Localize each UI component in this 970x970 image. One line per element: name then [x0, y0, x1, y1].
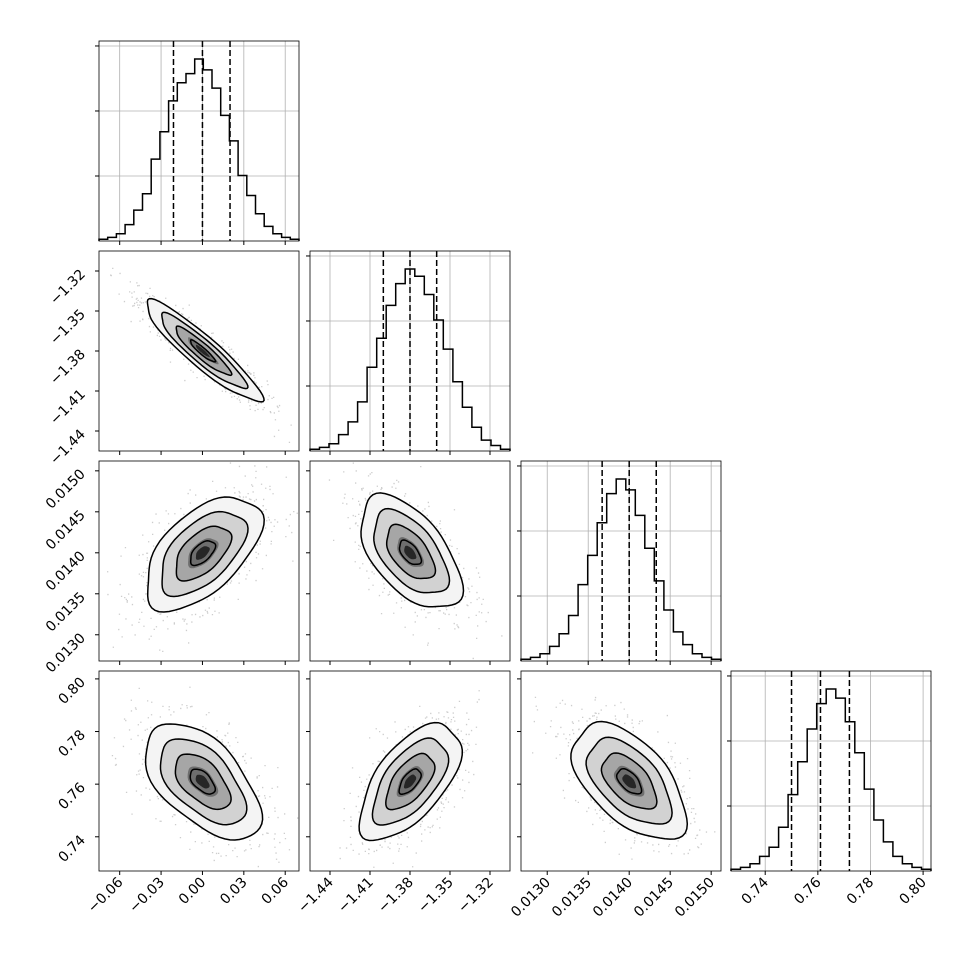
- panel-3-2: [520, 670, 722, 872]
- panel-2-1: [309, 460, 511, 662]
- y-tick-label: 0.80: [55, 674, 88, 707]
- panel-1-0: [98, 250, 300, 452]
- hist-frame-0: [98, 40, 300, 242]
- panel-frame-3-2: [520, 670, 722, 872]
- y-tick-label: 0.78: [55, 727, 88, 760]
- panel-content-1-0: [110, 267, 292, 443]
- x-tick-label: 0.0145: [631, 875, 677, 921]
- histogram-2: [520, 478, 722, 661]
- x-tick-label: −1.44: [295, 874, 337, 916]
- contour-1-0-2: [175, 325, 233, 377]
- x-tick-label: 0.76: [791, 874, 824, 907]
- contour-3-0-1: [159, 738, 248, 826]
- contour-1-0-0: [146, 297, 265, 403]
- histogram-0: [98, 58, 300, 241]
- y-tick-label: 0.0135: [43, 589, 89, 635]
- x-tick-label: 0.0135: [549, 875, 595, 921]
- contour-2-0-0: [146, 496, 265, 613]
- x-tick-label: 0.06: [259, 874, 292, 907]
- contour-2-1-1: [373, 507, 451, 594]
- x-tick-label: 0.0150: [672, 875, 718, 921]
- panel-content-3-0: [111, 686, 299, 868]
- contour-2-0-3: [189, 540, 217, 567]
- y-tick-label: 0.74: [55, 832, 88, 865]
- y-tick-label: −1.32: [47, 267, 89, 309]
- y-tick-label: 0.0130: [43, 630, 89, 676]
- contour-1-0-1: [161, 311, 249, 390]
- y-tick-label: 0.0145: [43, 507, 89, 553]
- hist-frame-3: [730, 670, 932, 872]
- x-tick-label: −0.06: [85, 874, 127, 916]
- x-tick-label: −1.35: [415, 875, 457, 917]
- contour-3-0-0: [144, 723, 264, 841]
- y-tick-label: −1.44: [47, 426, 89, 468]
- histogram-3: [730, 688, 932, 871]
- hist-bg-3: [731, 671, 931, 871]
- y-tick-label: 0.0140: [43, 548, 89, 594]
- contour-3-2-1: [585, 736, 673, 825]
- contour-2-0-1: [161, 510, 249, 598]
- contour-2-1-2: [385, 523, 437, 580]
- panel-content-3-1: [339, 690, 480, 868]
- x-tick-label: 0.78: [844, 875, 877, 908]
- panel-2-0: [98, 460, 300, 662]
- contour-3-1-3: [398, 768, 422, 795]
- density-fill-3-0-4: [195, 774, 210, 789]
- density-fill-1-0-4: [195, 344, 210, 358]
- panel-frame-3-0: [98, 670, 300, 872]
- contour-3-0-3: [189, 768, 217, 795]
- hist-bg-0: [99, 41, 299, 241]
- x-tick-label: 0.03: [217, 875, 250, 908]
- contour-2-1-0: [360, 492, 465, 608]
- contour-3-2-3: [615, 767, 643, 795]
- contour-2-0-2: [175, 525, 233, 582]
- y-tick-label: −1.35: [47, 307, 89, 349]
- y-tick-label: −1.38: [47, 347, 89, 389]
- panel-content-2-0: [107, 462, 298, 652]
- contour-3-1-2: [385, 752, 436, 811]
- y-tick-label: 0.0150: [43, 466, 89, 512]
- hist-frame-2: [520, 460, 722, 662]
- hist-panel-3: [727, 670, 932, 872]
- x-tick-label: 0.0130: [508, 875, 554, 921]
- hist-panel-2: [517, 460, 722, 662]
- hist-panel-1: [306, 250, 511, 452]
- hist-bg-2: [521, 461, 721, 661]
- x-tick-label: −0.03: [126, 875, 168, 917]
- x-tick-label: −1.32: [455, 875, 497, 917]
- hist-panel-0: [95, 40, 300, 242]
- panel-frame-2-0: [98, 460, 300, 662]
- contour-3-1-1: [371, 737, 450, 826]
- density-fill-3-1-4: [403, 774, 417, 789]
- panel-3-1: [309, 670, 511, 872]
- x-tick-label: 0.0140: [590, 875, 636, 921]
- x-tick-label: 0.00: [176, 875, 209, 908]
- contour-2-1-3: [398, 539, 423, 566]
- x-tick-label: −1.41: [335, 875, 377, 917]
- y-tick-label: 0.76: [55, 780, 88, 813]
- x-tick-label: 0.74: [739, 874, 772, 907]
- density-fill-2-1-4: [404, 545, 417, 560]
- y-tick-label: −1.41: [47, 387, 89, 429]
- panel-content-2-1: [328, 462, 503, 660]
- panel-content-3-2: [532, 696, 716, 860]
- contour-3-1-0: [358, 721, 464, 842]
- contour-3-2-2: [600, 752, 658, 810]
- x-tick-label: −1.38: [375, 875, 417, 917]
- density-fill-3-2-4: [622, 774, 637, 789]
- x-tick-label: 0.80: [897, 875, 930, 908]
- density-fill-2-0-4: [195, 546, 210, 560]
- contour-1-0-3: [189, 339, 217, 363]
- contour-3-0-2: [174, 753, 232, 811]
- contour-3-2-0: [570, 720, 689, 840]
- panel-3-0: [98, 670, 300, 872]
